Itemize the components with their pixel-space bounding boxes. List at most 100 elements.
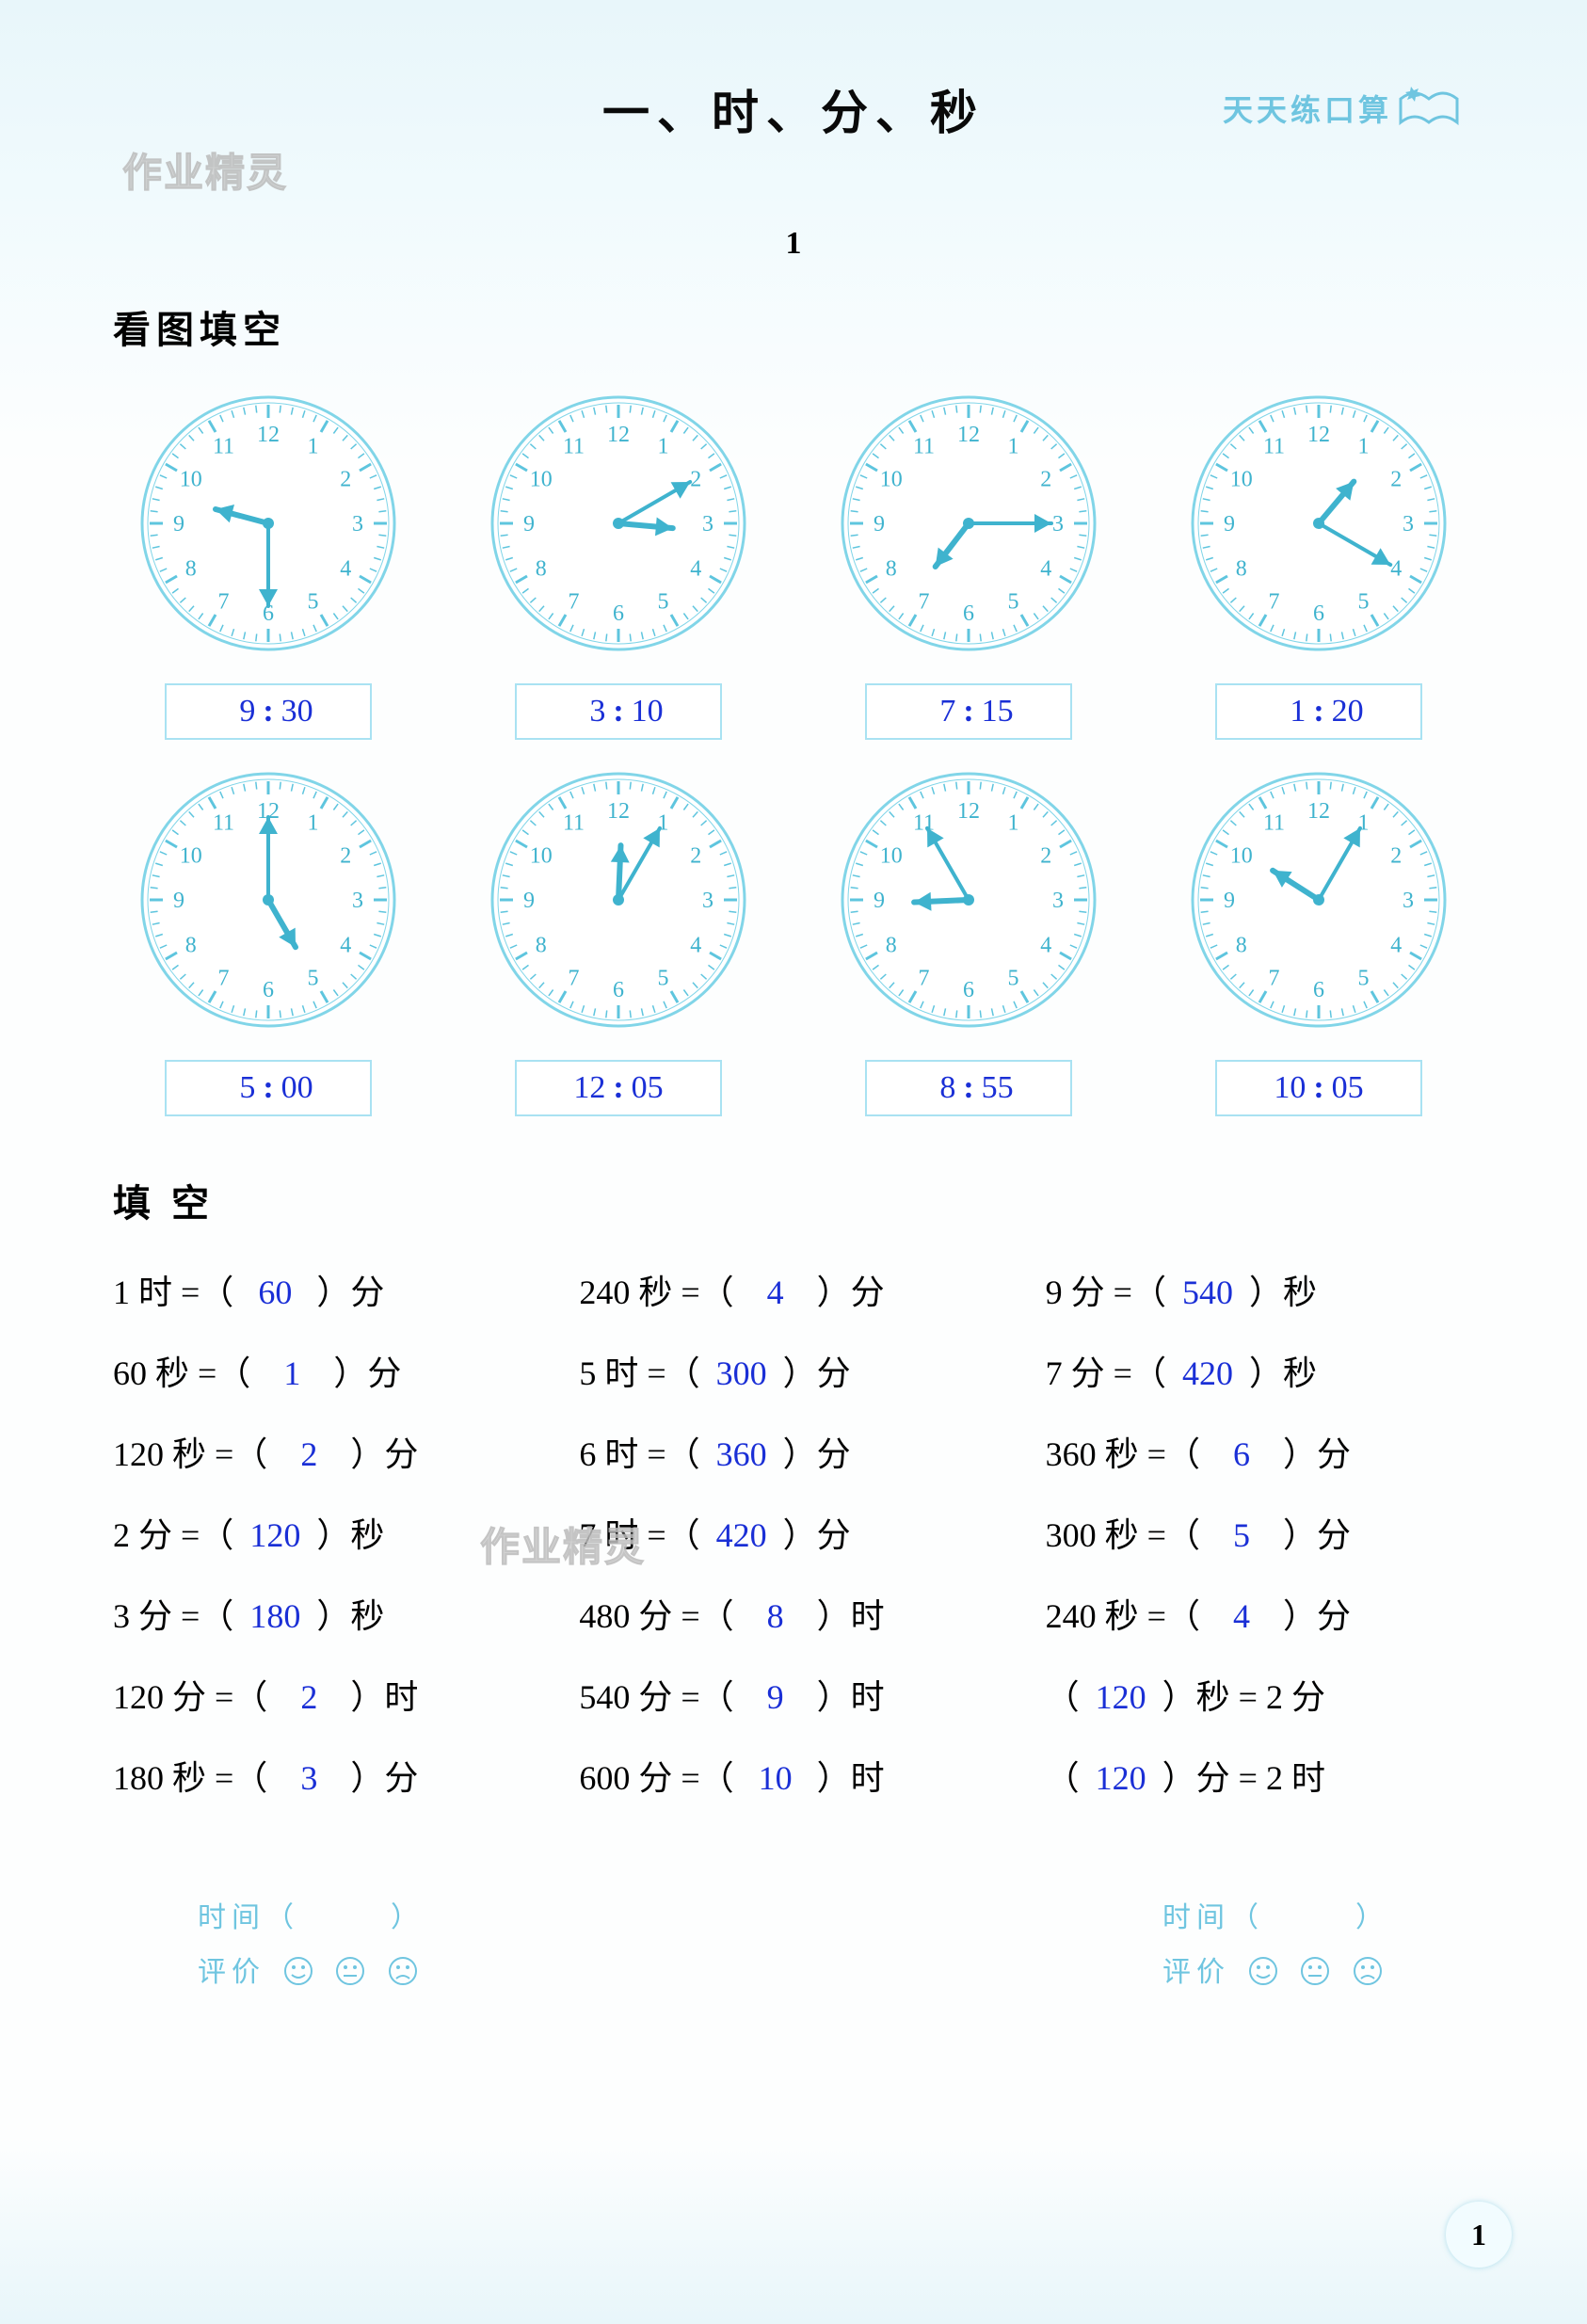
svg-text:10: 10 bbox=[180, 844, 202, 869]
svg-text:4: 4 bbox=[1390, 557, 1402, 582]
time-minute: 10 bbox=[624, 694, 671, 729]
clock-item: 123456789101112 3 : 10 bbox=[463, 392, 774, 740]
time-answer-box: 8 : 55 bbox=[865, 1060, 1072, 1116]
fill-item: 240 秒 =（ 4 ）分 bbox=[1046, 1589, 1474, 1638]
watermark-top: 作业精灵 bbox=[122, 141, 288, 199]
time-answer-box: 5 : 00 bbox=[165, 1060, 372, 1116]
time-colon: : bbox=[1313, 1070, 1323, 1106]
footer-left: 时间（ ） 评价 bbox=[198, 1894, 425, 2003]
fill-grid: 1 时 =（ 60 ）分240 秒 =（ 4 ）分9 分 =（ 540 ）秒60… bbox=[113, 1265, 1474, 1800]
svg-text:7: 7 bbox=[218, 589, 230, 614]
svg-text:11: 11 bbox=[563, 811, 585, 836]
svg-text:1: 1 bbox=[1008, 811, 1019, 836]
svg-text:12: 12 bbox=[957, 423, 980, 447]
fill-answer: 180 bbox=[242, 1596, 308, 1636]
svg-text:1: 1 bbox=[308, 811, 319, 836]
svg-text:4: 4 bbox=[1390, 934, 1402, 958]
time-minute: 20 bbox=[1324, 694, 1371, 729]
svg-text:11: 11 bbox=[563, 435, 585, 459]
svg-text:2: 2 bbox=[690, 844, 701, 869]
smile-sad-icon bbox=[1352, 1955, 1384, 1987]
rating-row: 评价 bbox=[198, 1948, 425, 1990]
svg-text:5: 5 bbox=[1008, 589, 1019, 614]
time-colon: : bbox=[963, 1070, 973, 1106]
svg-text:8: 8 bbox=[1236, 557, 1247, 582]
svg-text:2: 2 bbox=[340, 844, 351, 869]
svg-text:11: 11 bbox=[1263, 435, 1285, 459]
svg-text:4: 4 bbox=[1040, 557, 1051, 582]
svg-text:4: 4 bbox=[340, 934, 351, 958]
clock-item: 123456789101112 8 : 55 bbox=[813, 768, 1124, 1116]
svg-text:1: 1 bbox=[1358, 435, 1370, 459]
svg-text:6: 6 bbox=[1313, 978, 1324, 1002]
time-colon: : bbox=[613, 694, 623, 729]
brand-badge: 天天练口算 bbox=[1220, 85, 1465, 132]
svg-text:7: 7 bbox=[218, 966, 230, 990]
fill-item: （ 120 ）分 = 2 时 bbox=[1046, 1751, 1474, 1800]
fill-answer: 420 bbox=[1175, 1354, 1241, 1393]
fill-item: 3 分 =（ 180 ）秒 bbox=[113, 1589, 541, 1638]
fill-answer: 2 bbox=[276, 1434, 342, 1474]
time-close-r: ） bbox=[1355, 1902, 1389, 1933]
svg-text:6: 6 bbox=[613, 601, 624, 626]
svg-text:6: 6 bbox=[963, 978, 974, 1002]
time-colon: : bbox=[613, 1070, 623, 1106]
time-hour: 8 bbox=[916, 1070, 963, 1106]
time-minute: 15 bbox=[974, 694, 1021, 729]
time-minute: 05 bbox=[624, 1070, 671, 1106]
time-minute: 30 bbox=[274, 694, 321, 729]
fill-item: 120 秒 =（ 2 ）分 bbox=[113, 1427, 541, 1476]
clock-item: 123456789101112 9 : 30 bbox=[113, 392, 424, 740]
svg-text:9: 9 bbox=[173, 889, 184, 913]
fill-item: 1 时 =（ 60 ）分 bbox=[113, 1265, 541, 1314]
time-answer-box: 3 : 10 bbox=[515, 683, 722, 740]
time-row: 时间（ ） bbox=[198, 1894, 425, 1935]
svg-text:7: 7 bbox=[569, 966, 580, 990]
fill-item: 240 秒 =（ 4 ）分 bbox=[579, 1265, 1007, 1314]
svg-text:9: 9 bbox=[1224, 512, 1235, 537]
svg-text:3: 3 bbox=[1403, 512, 1414, 537]
time-hour: 3 bbox=[566, 694, 613, 729]
svg-text:12: 12 bbox=[257, 423, 280, 447]
fill-answer: 3 bbox=[276, 1758, 342, 1798]
fill-item: 60 秒 =（ 1 ）分 bbox=[113, 1346, 541, 1395]
time-answer-box: 9 : 30 bbox=[165, 683, 372, 740]
svg-text:10: 10 bbox=[880, 844, 903, 869]
rating-label-r: 评价 bbox=[1162, 1957, 1230, 1988]
svg-text:3: 3 bbox=[352, 512, 363, 537]
svg-text:1: 1 bbox=[1008, 435, 1019, 459]
svg-text:2: 2 bbox=[340, 468, 351, 492]
svg-text:4: 4 bbox=[1040, 934, 1051, 958]
svg-text:1: 1 bbox=[658, 435, 669, 459]
smile-happy-icon bbox=[282, 1955, 314, 1987]
time-hour: 10 bbox=[1266, 1070, 1313, 1106]
svg-text:4: 4 bbox=[690, 557, 701, 582]
svg-text:8: 8 bbox=[886, 934, 897, 958]
svg-text:9: 9 bbox=[874, 889, 885, 913]
svg-text:5: 5 bbox=[1358, 966, 1370, 990]
time-row-r: 时间（ ） bbox=[1162, 1894, 1389, 1935]
fill-item: 7 分 =（ 420 ）秒 bbox=[1046, 1346, 1474, 1395]
svg-text:3: 3 bbox=[702, 512, 713, 537]
fill-answer: 420 bbox=[709, 1515, 775, 1555]
svg-text:5: 5 bbox=[308, 589, 319, 614]
time-label-r: 时间（ bbox=[1162, 1902, 1264, 1933]
svg-text:12: 12 bbox=[607, 799, 630, 824]
clock-item: 123456789101112 7 : 15 bbox=[813, 392, 1124, 740]
fill-item: 5 时 =（ 300 ）分 bbox=[579, 1346, 1007, 1395]
svg-text:12: 12 bbox=[957, 799, 980, 824]
clock-item: 123456789101112 1 : 20 bbox=[1163, 392, 1474, 740]
time-colon: : bbox=[963, 694, 973, 729]
time-answer-box: 7 : 15 bbox=[865, 683, 1072, 740]
fill-answer: 4 bbox=[1209, 1596, 1274, 1636]
time-label: 时间（ bbox=[198, 1902, 299, 1933]
fill-answer: 120 bbox=[1088, 1758, 1154, 1798]
svg-text:6: 6 bbox=[1313, 601, 1324, 626]
time-minute: 55 bbox=[974, 1070, 1021, 1106]
svg-text:5: 5 bbox=[1358, 589, 1370, 614]
svg-text:10: 10 bbox=[180, 468, 202, 492]
fill-answer: 120 bbox=[242, 1515, 308, 1555]
svg-text:8: 8 bbox=[886, 557, 897, 582]
svg-text:7: 7 bbox=[919, 589, 930, 614]
svg-text:7: 7 bbox=[569, 589, 580, 614]
